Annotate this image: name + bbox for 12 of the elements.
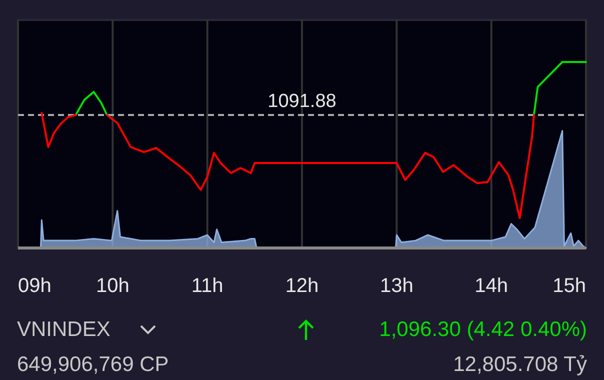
- text: 649,906,769 CP: [17, 353, 169, 376]
- x-tick-label: 10h: [96, 275, 130, 297]
- x-tick-label: 13h: [380, 275, 414, 297]
- text: 12,805.708 Tỷ: [453, 353, 588, 376]
- text: 1,096.30 (4.42 0.40%): [379, 318, 587, 341]
- x-tick-label: 11h: [191, 275, 224, 297]
- x-tick-label: 15h: [552, 275, 586, 297]
- annotation: 1091.88: [268, 91, 336, 112]
- x-tick-label: 09h: [18, 275, 52, 297]
- x-tick-label: 12h: [285, 275, 319, 297]
- text: VNINDEX: [17, 318, 110, 341]
- x-tick-label: 14h: [474, 275, 508, 297]
